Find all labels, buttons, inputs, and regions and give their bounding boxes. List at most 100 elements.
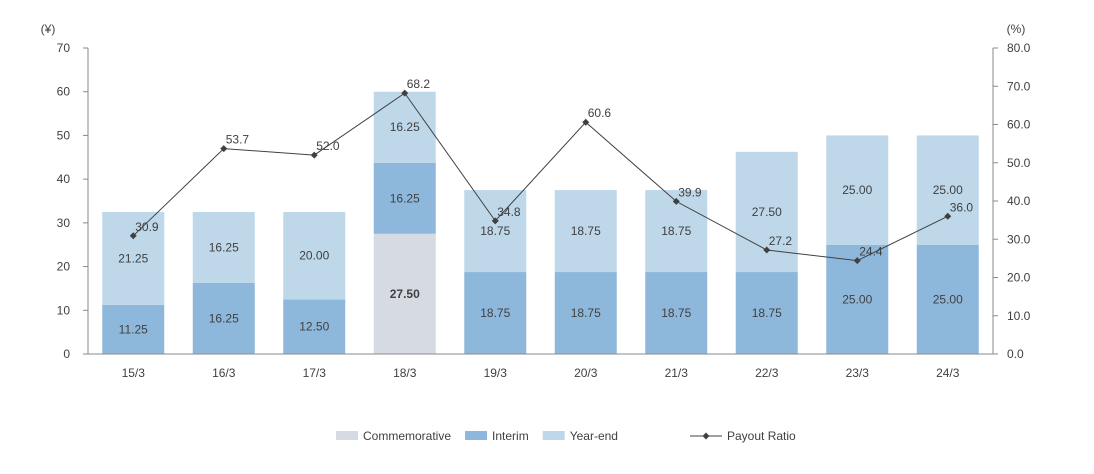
bar-data-label: 27.50 bbox=[390, 287, 420, 301]
legend-label: Interim bbox=[492, 429, 529, 443]
bar-data-label: 25.00 bbox=[933, 183, 963, 197]
right-axis-unit: (%) bbox=[1007, 22, 1026, 36]
payout-ratio-point bbox=[853, 257, 861, 265]
legend-label: Commemorative bbox=[363, 429, 451, 443]
bars-group bbox=[102, 91, 979, 354]
bar-interim bbox=[735, 272, 798, 354]
bar-interim bbox=[373, 162, 436, 234]
x-tick-label: 17/3 bbox=[303, 366, 327, 380]
payout-ratio-label: 52.0 bbox=[316, 139, 340, 153]
bar-labels-group: 11.25 21.25 16.25 16.25 12.50 20.00 27.50 16.25… bbox=[118, 120, 963, 336]
left-tick-label: 50 bbox=[57, 128, 71, 142]
right-tick-label: 20.0 bbox=[1007, 271, 1031, 285]
right-tick-label: 30.0 bbox=[1007, 232, 1031, 246]
bar-data-label: 27.50 bbox=[752, 205, 782, 219]
right-tick-label: 50.0 bbox=[1007, 156, 1031, 170]
bar-data-label: 18.75 bbox=[752, 306, 782, 320]
right-tick-label: 60.0 bbox=[1007, 118, 1031, 132]
payout-ratio-label: 36.0 bbox=[950, 200, 974, 214]
payout-ratio-label: 34.8 bbox=[497, 205, 521, 219]
bar-data-label: 16.25 bbox=[209, 311, 239, 325]
right-axis: 0.0 10.0 20.0 30.0 40.0 50.0 60.0 70.0 80.0 (%) bbox=[992, 22, 1031, 361]
bar-interim bbox=[192, 282, 255, 354]
bar-year-end bbox=[192, 211, 255, 283]
bar-year-end bbox=[464, 190, 527, 273]
payout-ratio-point bbox=[220, 145, 228, 153]
payout-ratio-label: 68.2 bbox=[407, 77, 431, 91]
x-tick-label: 15/3 bbox=[122, 366, 146, 380]
bar-year-end bbox=[102, 211, 165, 305]
payout-ratio-label: 60.6 bbox=[588, 106, 612, 120]
left-tick-label: 60 bbox=[57, 85, 71, 99]
bar-data-label: 11.25 bbox=[119, 322, 148, 336]
bar-data-label: 20.00 bbox=[299, 249, 329, 263]
bar-data-label: 25.00 bbox=[842, 292, 872, 306]
payout-ratio-point bbox=[491, 217, 499, 225]
left-tick-label: 10 bbox=[57, 303, 71, 317]
x-tick-label: 16/3 bbox=[212, 366, 236, 380]
legend-swatch bbox=[465, 431, 488, 440]
bar-data-label: 18.75 bbox=[571, 306, 601, 320]
payout-ratio-label: 30.9 bbox=[135, 220, 159, 234]
bar-interim bbox=[916, 244, 979, 354]
payout-ratio-label: 53.7 bbox=[226, 133, 250, 147]
bar-data-label: 25.00 bbox=[933, 292, 963, 306]
right-tick-label: 10.0 bbox=[1007, 309, 1031, 323]
bar-data-label: 18.75 bbox=[480, 306, 510, 320]
payout-ratio-label: 27.2 bbox=[769, 234, 793, 248]
bar-data-label: 12.50 bbox=[299, 320, 329, 334]
bar-year-end bbox=[826, 135, 889, 245]
left-tick-label: 20 bbox=[57, 260, 71, 274]
legend-line-marker bbox=[702, 432, 710, 440]
legend-label: Payout Ratio bbox=[727, 429, 796, 443]
payout-ratio-point bbox=[763, 246, 771, 254]
left-tick-label: 30 bbox=[57, 216, 71, 230]
x-tick-label: 21/3 bbox=[665, 366, 689, 380]
x-tick-label: 24/3 bbox=[936, 366, 960, 380]
legend-label: Year-end bbox=[570, 429, 618, 443]
bar-year-end bbox=[283, 211, 346, 300]
payout-ratio-line bbox=[132, 92, 948, 262]
legend-swatch bbox=[542, 431, 565, 440]
bar-data-label: 18.75 bbox=[661, 306, 691, 320]
bar-year-end bbox=[554, 190, 617, 273]
payout-ratio-point bbox=[672, 197, 680, 205]
payout-ratio-label: 24.4 bbox=[859, 245, 883, 259]
bar-data-label: 16.25 bbox=[390, 120, 420, 134]
bar-commemorative bbox=[373, 233, 436, 354]
payout-ratio-point bbox=[310, 151, 318, 159]
right-tick-label: 40.0 bbox=[1007, 194, 1031, 208]
right-tick-label: 0.0 bbox=[1007, 347, 1024, 361]
x-tick-label: 20/3 bbox=[574, 366, 598, 380]
payout-ratio-label: 39.9 bbox=[678, 185, 702, 199]
bar-interim bbox=[554, 272, 617, 354]
legend-swatch bbox=[336, 431, 358, 440]
bar-data-label: 16.25 bbox=[209, 240, 239, 254]
x-tick-label: 19/3 bbox=[484, 366, 508, 380]
left-tick-label: 40 bbox=[57, 172, 71, 186]
bar-data-label: 16.25 bbox=[390, 191, 420, 205]
bar-data-label: 18.75 bbox=[480, 224, 510, 238]
bar-interim bbox=[102, 304, 165, 354]
left-axis-unit: (¥) bbox=[41, 22, 56, 36]
payout-ratio-point bbox=[129, 232, 137, 240]
bar-interim bbox=[464, 272, 527, 354]
bar-data-label: 21.25 bbox=[118, 251, 148, 265]
x-tick-label: 18/3 bbox=[393, 366, 417, 380]
payout-ratio-point bbox=[582, 118, 590, 126]
x-axis: 15/3 16/3 17/3 18/3 19/3 20/3 21/3 22/3 23/3 24/3 bbox=[88, 353, 993, 380]
payout-ratio-point bbox=[401, 89, 409, 97]
x-tick-label: 22/3 bbox=[755, 366, 779, 380]
x-tick-label: 23/3 bbox=[846, 366, 870, 380]
bar-interim bbox=[645, 272, 708, 354]
left-axis: 0 10 20 30 40 50 60 70(¥) bbox=[41, 22, 89, 361]
legend: Commemorative Interim Year-end Payout Ratio bbox=[336, 429, 796, 443]
left-tick-label: 0 bbox=[63, 347, 70, 361]
bar-interim bbox=[283, 299, 346, 354]
payout-ratio-line-group: 30.9 53.7 52.0 68.2 34.8 60.6 39.9 27.2 24.4 36.0 bbox=[129, 77, 974, 265]
right-tick-label: 70.0 bbox=[1007, 79, 1031, 93]
bar-data-label: 18.75 bbox=[571, 224, 601, 238]
bar-data-label: 18.75 bbox=[661, 224, 691, 238]
bar-data-label: 25.00 bbox=[842, 183, 872, 197]
